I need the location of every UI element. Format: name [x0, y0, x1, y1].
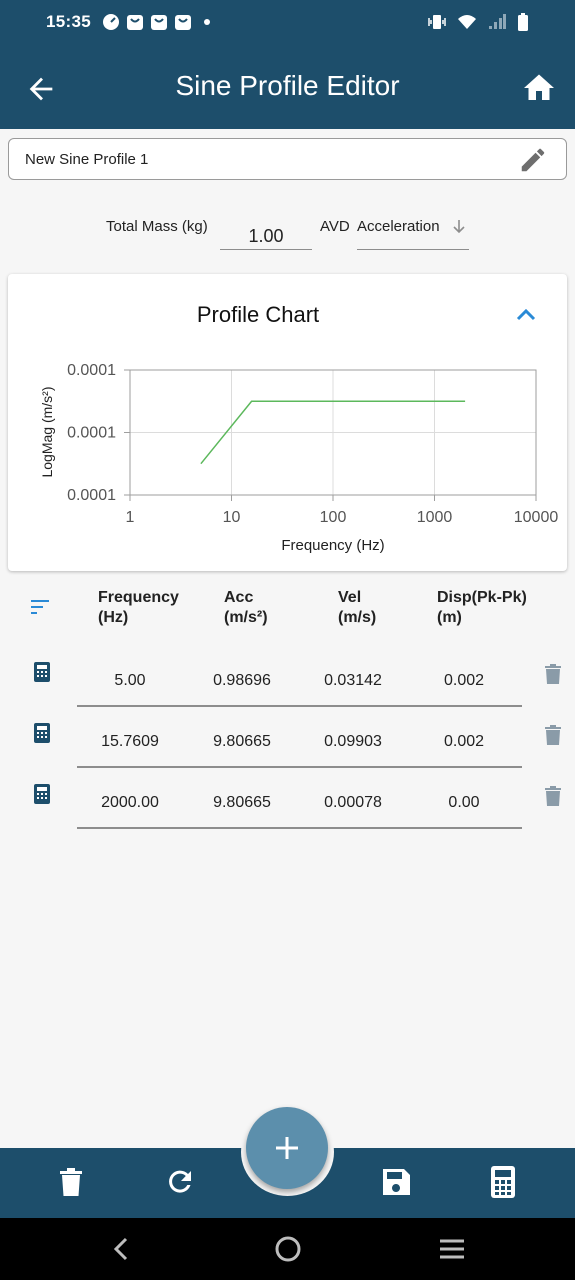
y-tick-label: 0.0001: [67, 362, 116, 379]
system-nav-bar: [0, 1218, 575, 1280]
wifi-icon: [458, 15, 476, 29]
trash-icon[interactable]: [544, 724, 562, 746]
header-vel: Vel (m/s): [338, 588, 376, 628]
header-disp-title: Disp(Pk-Pk): [437, 589, 527, 606]
bag-icon: [175, 15, 191, 30]
refresh-icon: [169, 1170, 191, 1193]
speed-icon: [103, 14, 119, 30]
avd-label: AVD: [320, 218, 350, 235]
x-tick-label: 1: [126, 509, 135, 526]
nav-back-icon[interactable]: [110, 1235, 134, 1263]
trash-icon: [60, 1168, 82, 1196]
cell-disp[interactable]: 0.00: [448, 794, 480, 811]
chart-title: Profile Chart: [196, 302, 320, 327]
header-disp-unit: (m): [437, 609, 462, 626]
more-notifications-dot: [204, 19, 210, 25]
cell-vel[interactable]: 0.09903: [324, 733, 382, 750]
plus-icon: [276, 1137, 298, 1159]
header-disp: Disp(Pk-Pk) (m): [437, 588, 527, 628]
trash-icon[interactable]: [544, 663, 562, 685]
save-icon: [383, 1169, 410, 1195]
cell-acc[interactable]: 9.80665: [213, 733, 271, 750]
trash-icon[interactable]: [544, 785, 562, 807]
arrow-down-icon: [453, 220, 465, 234]
cell-frequency[interactable]: 15.7609: [101, 733, 159, 750]
header-acc-title: Acc: [224, 589, 254, 606]
header-vel-unit: (m/s): [338, 609, 377, 626]
avd-selected-value: Acceleration: [357, 218, 440, 235]
delete-profile-button[interactable]: [53, 1164, 89, 1200]
battery-icon: [518, 13, 528, 31]
cell-vel[interactable]: 0.00078: [324, 794, 382, 811]
table-row: 15.7609 9.80665 0.09903 0.002: [0, 706, 575, 768]
cell-frequency[interactable]: 5.00: [114, 672, 146, 689]
cell-acc[interactable]: 9.80665: [213, 794, 271, 811]
add-point-button[interactable]: [246, 1107, 328, 1189]
pencil-icon[interactable]: [518, 145, 548, 175]
cell-disp[interactable]: 0.002: [443, 672, 485, 689]
calculator-button[interactable]: [485, 1164, 521, 1200]
page-title: Sine Profile Editor: [175, 70, 400, 101]
sort-icon[interactable]: [29, 597, 51, 617]
calculator-icon[interactable]: [33, 783, 51, 805]
system-icons: [427, 12, 529, 32]
row-underline: [77, 705, 522, 707]
cell-acc[interactable]: 0.98696: [213, 672, 271, 689]
home-icon: [524, 74, 554, 100]
cell-frequency[interactable]: 2000.00: [101, 794, 159, 811]
x-tick-label: 10: [223, 509, 241, 526]
header-frequency-title: Frequency: [98, 589, 179, 606]
home-button[interactable]: [521, 70, 557, 106]
profile-name-field[interactable]: New Sine Profile 1: [8, 138, 567, 180]
calculator-icon[interactable]: [33, 661, 51, 683]
header-acc-unit: (m/s²): [224, 609, 268, 626]
vibrate-icon: [428, 15, 446, 29]
back-button[interactable]: [24, 72, 58, 106]
row-underline: [77, 827, 522, 829]
refresh-button[interactable]: [161, 1164, 197, 1200]
cell-vel[interactable]: 0.03142: [324, 672, 382, 689]
nav-home-icon[interactable]: [274, 1235, 302, 1263]
x-tick-label: 100: [320, 509, 347, 526]
y-tick-label: 0.0001: [67, 425, 116, 442]
header-frequency-unit: (Hz): [98, 609, 129, 626]
table-row: 5.00 0.98696 0.03142 0.002: [0, 645, 575, 707]
profile-chart-card: Profile Chart 1 10 100 1000 10000 0.0001 0.000…: [8, 274, 567, 571]
x-tick-label: 10000: [514, 509, 559, 526]
bag-icon: [127, 15, 143, 30]
avd-dropdown[interactable]: Acceleration: [357, 214, 469, 250]
cell-disp[interactable]: 0.002: [443, 733, 485, 750]
header-vel-title: Vel: [338, 589, 362, 606]
x-tick-label: 1000: [417, 509, 453, 526]
calculator-icon: [491, 1166, 515, 1198]
calculator-icon[interactable]: [33, 722, 51, 744]
top-bar: 15:35 Sine Profile Editor: [0, 0, 575, 129]
status-bar: 15:35: [0, 0, 575, 48]
profile-chart: 1 10 100 1000 10000 0.0001 0.0001 0.0001 Freque…: [39, 362, 559, 554]
total-mass-input[interactable]: 1.00: [220, 218, 312, 250]
status-time: 15:35: [46, 12, 91, 31]
x-axis-label: Frequency (Hz): [281, 537, 384, 554]
y-tick-label: 0.0001: [67, 487, 116, 504]
nav-recents-icon[interactable]: [438, 1235, 466, 1263]
chevron-up-icon[interactable]: [514, 304, 538, 324]
header-acc: Acc (m/s²): [224, 588, 268, 628]
series-line: [200, 400, 466, 465]
row-underline: [77, 766, 522, 768]
signal-icon: [489, 14, 506, 29]
bag-icon: [151, 15, 167, 30]
y-axis-label: LogMag (m/s²): [39, 386, 55, 477]
header-frequency: Frequency (Hz): [98, 588, 179, 628]
profile-name-value: New Sine Profile 1: [25, 151, 149, 168]
notification-icons: [102, 13, 210, 31]
table-row: 2000.00 9.80665 0.00078 0.00: [0, 767, 575, 829]
total-mass-label: Total Mass (kg): [106, 218, 208, 235]
save-button[interactable]: [378, 1164, 414, 1200]
